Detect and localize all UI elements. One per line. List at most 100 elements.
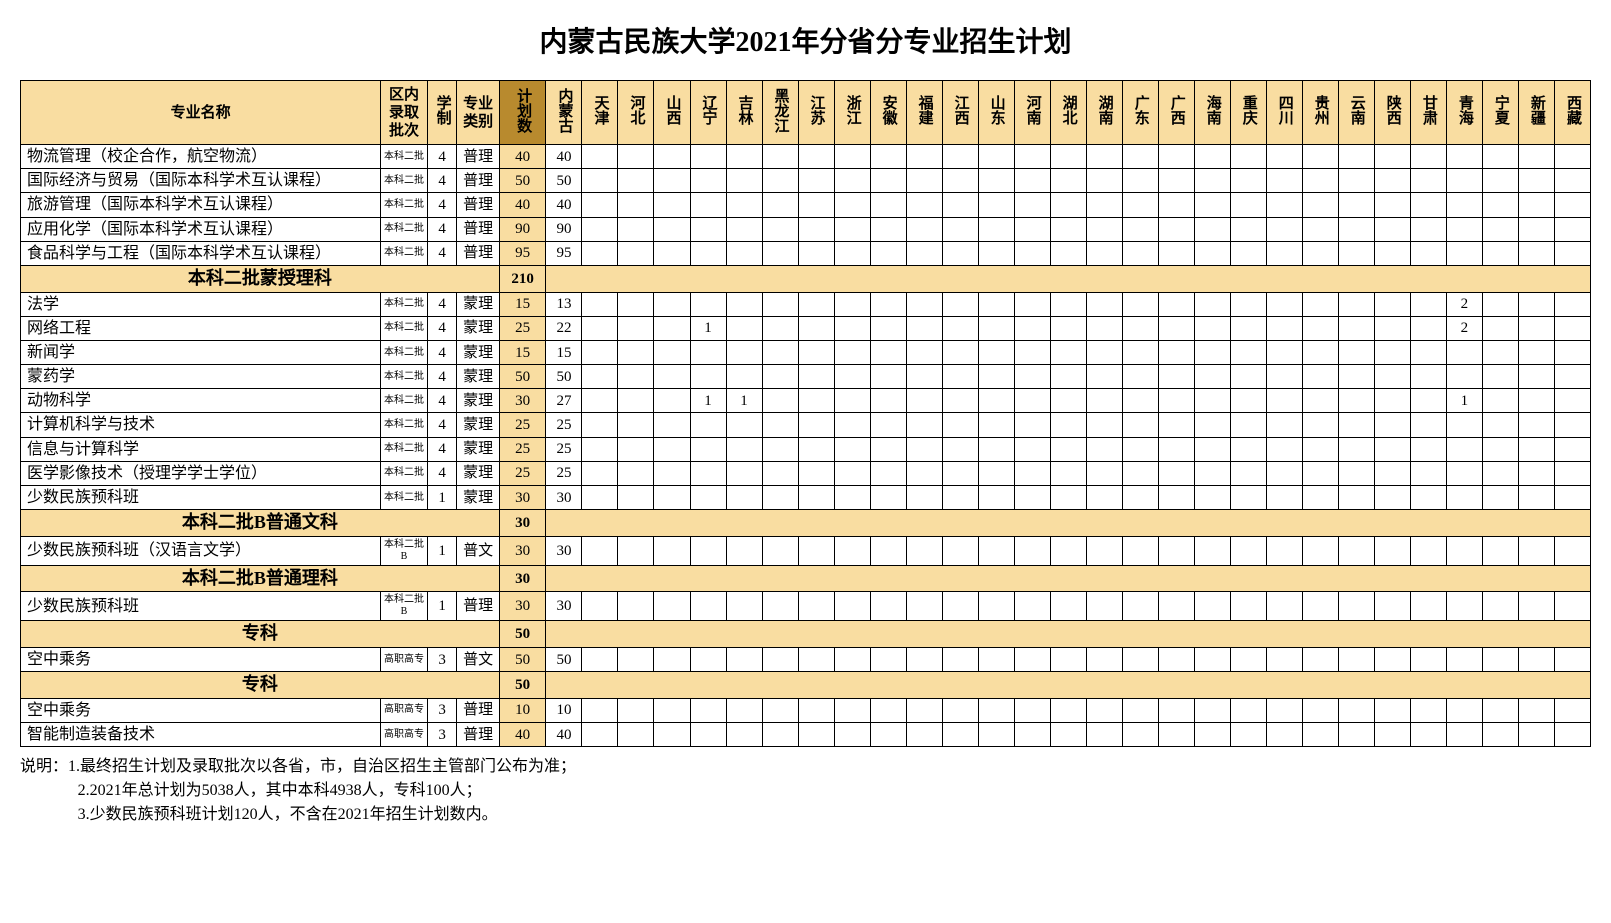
province-value	[978, 536, 1014, 565]
province-value	[1554, 169, 1590, 193]
province-value	[1446, 145, 1482, 169]
province-value: 22	[546, 316, 582, 340]
province-value	[906, 145, 942, 169]
province-value	[1374, 413, 1410, 437]
column-header: 重庆	[1230, 81, 1266, 145]
province-value	[1554, 340, 1590, 364]
major-name: 物流管理（校企合作，航空物流）	[21, 145, 381, 169]
province-value	[1230, 486, 1266, 510]
table-row: 专科50	[21, 621, 1591, 648]
major-name: 少数民族预科班（汉语言文学）	[21, 536, 381, 565]
province-value	[978, 592, 1014, 621]
section-title: 本科二批B普通文科	[21, 510, 500, 537]
province-value	[1410, 292, 1446, 316]
province-value	[978, 413, 1014, 437]
province-value	[654, 722, 690, 746]
province-value	[870, 241, 906, 265]
province-value	[1050, 217, 1086, 241]
province-value	[1014, 145, 1050, 169]
major-name: 空中乘务	[21, 648, 381, 672]
province-value	[1194, 648, 1230, 672]
province-value	[1554, 241, 1590, 265]
province-value	[726, 217, 762, 241]
province-value: 15	[546, 340, 582, 364]
province-value	[1194, 461, 1230, 485]
plan-count: 25	[499, 437, 546, 461]
category: 蒙理	[457, 365, 499, 389]
province-value	[1158, 536, 1194, 565]
province-value	[942, 389, 978, 413]
province-value	[1230, 292, 1266, 316]
section-fill	[546, 621, 1591, 648]
province-value	[1410, 145, 1446, 169]
province-value	[1266, 340, 1302, 364]
province-value	[1194, 536, 1230, 565]
column-header: 河南	[1014, 81, 1050, 145]
province-value	[978, 316, 1014, 340]
province-value	[654, 340, 690, 364]
province-value	[906, 292, 942, 316]
province-value	[762, 241, 798, 265]
category: 蒙理	[457, 389, 499, 413]
province-value	[1518, 340, 1554, 364]
province-value	[1554, 648, 1590, 672]
province-value	[762, 316, 798, 340]
province-value	[942, 316, 978, 340]
province-value	[834, 389, 870, 413]
province-value	[1194, 169, 1230, 193]
province-value	[798, 486, 834, 510]
province-value	[1410, 241, 1446, 265]
table-body: 物流管理（校企合作，航空物流）本科二批4普理4040国际经济与贸易（国际本科学术…	[21, 145, 1591, 747]
province-value	[1482, 413, 1518, 437]
table-row: 蒙药学本科二批4蒙理5050	[21, 365, 1591, 389]
province-value	[1266, 486, 1302, 510]
province-value	[870, 486, 906, 510]
batch: 本科二批	[381, 486, 428, 510]
province-value	[1518, 193, 1554, 217]
province-value: 40	[546, 193, 582, 217]
province-value	[1338, 722, 1374, 746]
province-value	[1302, 292, 1338, 316]
province-value	[906, 486, 942, 510]
province-value	[1266, 316, 1302, 340]
province-value	[1554, 437, 1590, 461]
page-title: 内蒙古民族大学2021年分省分专业招生计划	[20, 20, 1591, 60]
province-value	[726, 145, 762, 169]
province-value	[1302, 413, 1338, 437]
province-value	[1302, 193, 1338, 217]
category: 普理	[457, 217, 499, 241]
province-value	[1410, 437, 1446, 461]
province-value: 30	[546, 536, 582, 565]
province-value	[618, 592, 654, 621]
province-value	[1518, 592, 1554, 621]
province-value	[870, 316, 906, 340]
province-value	[1374, 698, 1410, 722]
province-value	[1338, 241, 1374, 265]
province-value	[618, 169, 654, 193]
province-value	[1014, 340, 1050, 364]
batch: 本科二批	[381, 145, 428, 169]
province-value	[798, 316, 834, 340]
province-value	[1446, 486, 1482, 510]
province-value	[762, 486, 798, 510]
province-value	[942, 461, 978, 485]
province-value	[618, 648, 654, 672]
province-value	[1194, 437, 1230, 461]
province-value	[1338, 486, 1374, 510]
province-value	[654, 145, 690, 169]
major-name: 蒙药学	[21, 365, 381, 389]
province-value	[906, 722, 942, 746]
province-value	[1086, 536, 1122, 565]
province-value	[1338, 592, 1374, 621]
major-name: 信息与计算科学	[21, 437, 381, 461]
province-value	[690, 461, 726, 485]
batch: 高职高专	[381, 648, 428, 672]
province-value	[726, 241, 762, 265]
province-value	[1374, 217, 1410, 241]
province-value	[1410, 340, 1446, 364]
province-value	[1446, 592, 1482, 621]
province-value	[942, 592, 978, 621]
province-value	[582, 437, 618, 461]
column-header: 广西	[1158, 81, 1194, 145]
province-value	[1302, 145, 1338, 169]
